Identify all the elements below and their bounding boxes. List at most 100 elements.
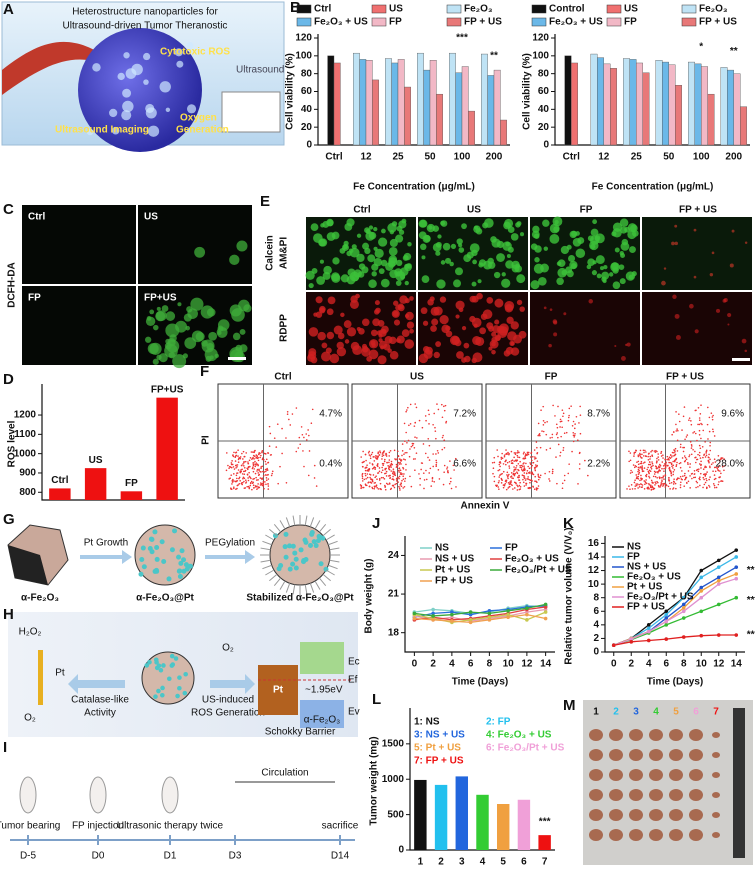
flow-event — [635, 477, 638, 480]
flow-event — [233, 480, 235, 482]
cell-dot — [463, 342, 470, 349]
flow-event — [655, 449, 657, 452]
flow-event — [698, 423, 701, 426]
flow-event — [556, 482, 558, 485]
bar — [701, 66, 708, 146]
flow-event — [644, 481, 647, 483]
flow-event — [396, 464, 399, 467]
cell-dot — [368, 279, 377, 289]
flow-event — [385, 454, 387, 456]
flow-event — [525, 484, 527, 486]
flow-event — [699, 413, 702, 415]
flow-event — [228, 467, 230, 469]
flow-event — [235, 474, 238, 477]
flow-event — [261, 457, 264, 459]
flow-event — [373, 460, 376, 462]
peg — [279, 580, 286, 590]
flow-event — [562, 415, 564, 418]
bar — [359, 59, 367, 146]
cell-dot — [350, 341, 360, 351]
flow-event — [691, 445, 693, 447]
pt-dot — [166, 676, 172, 682]
flow-event — [448, 482, 451, 485]
peg — [285, 583, 291, 593]
flow-event — [700, 437, 702, 440]
flow-event — [649, 463, 652, 466]
flow-event — [684, 438, 686, 441]
flow-event — [639, 462, 642, 465]
flow-event — [374, 481, 377, 484]
y-tick-label: 10 — [588, 579, 600, 590]
cell-dot — [337, 332, 345, 340]
flow-event — [696, 439, 698, 442]
flow-event — [443, 405, 445, 408]
flow-event — [260, 466, 262, 468]
bar — [668, 64, 676, 146]
flow-event — [568, 407, 571, 410]
flow-event — [389, 449, 392, 452]
arrow — [205, 550, 255, 564]
h-label: Activity — [84, 708, 116, 719]
flow-event — [659, 464, 662, 467]
flow-event — [549, 447, 552, 450]
legend-label: NS + US — [435, 554, 475, 565]
panel-letter: G — [3, 511, 15, 528]
flow-event — [404, 458, 406, 461]
flow-event — [523, 451, 525, 454]
flow-event — [705, 466, 708, 468]
flow-event — [654, 451, 657, 453]
flow-event — [694, 476, 697, 479]
cell-dot — [505, 241, 511, 247]
plot-title: Ctrl — [274, 372, 291, 383]
x-axis-label: Fe Concentration (μg/mL) — [353, 182, 475, 193]
cell-dot — [494, 298, 504, 308]
pt-dot — [178, 560, 184, 566]
flow-event — [300, 426, 303, 428]
flow-event — [253, 451, 255, 454]
flow-event — [656, 457, 658, 460]
cell-dot — [381, 228, 386, 234]
cell-dot — [596, 273, 602, 279]
flow-event — [670, 471, 673, 474]
flow-event — [672, 431, 675, 433]
flow-event — [557, 443, 560, 446]
y-tick-label: 1500 — [382, 738, 405, 749]
flow-event — [629, 459, 632, 462]
flow-event — [252, 481, 255, 484]
line — [613, 634, 737, 646]
flow-event — [689, 475, 691, 477]
flow-event — [670, 456, 673, 458]
cell-dot — [614, 344, 617, 348]
legend-label: US — [389, 4, 403, 15]
flow-event — [236, 479, 239, 482]
flow-event — [721, 465, 724, 468]
y-tick-label: 1000 — [382, 774, 405, 785]
flow-event — [408, 424, 410, 427]
fluor-dot — [165, 323, 180, 338]
flow-event — [408, 455, 411, 458]
flow-event — [664, 467, 667, 469]
cell-dot — [516, 299, 523, 306]
cell-dot — [344, 223, 353, 231]
flow-event — [637, 487, 639, 489]
flow-event — [694, 461, 697, 464]
cell-dot — [549, 308, 553, 311]
flow-event — [633, 466, 636, 469]
flow-event — [248, 471, 250, 474]
flow-event — [256, 470, 258, 472]
flow-event — [413, 446, 416, 449]
flow-event — [648, 477, 651, 479]
flow-event — [260, 467, 262, 470]
flow-event — [498, 463, 501, 466]
point — [543, 610, 548, 614]
flow-event — [382, 451, 384, 454]
flow-event — [672, 483, 675, 485]
flow-event — [631, 471, 634, 473]
cell-dot — [553, 332, 558, 337]
x-tick-label: 2 — [628, 659, 634, 670]
flow-event — [516, 452, 519, 454]
flow-event — [364, 474, 367, 477]
flow-event — [389, 488, 392, 491]
cell-dot — [393, 319, 401, 326]
flow-event — [723, 465, 726, 467]
